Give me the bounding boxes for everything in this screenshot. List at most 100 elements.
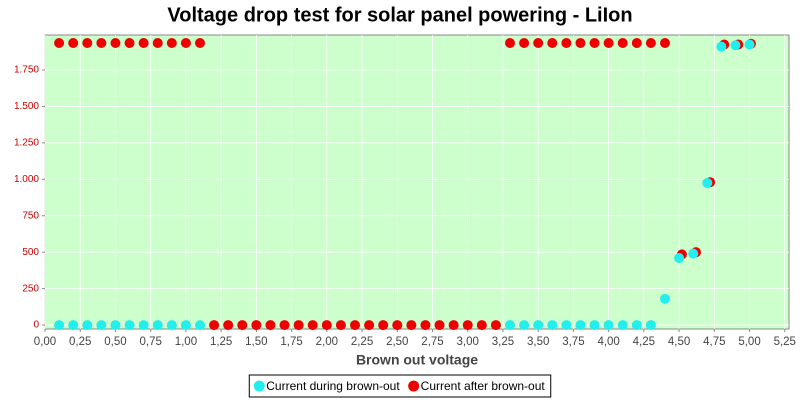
y-tick-label: 0 <box>33 320 39 331</box>
data-point <box>575 38 586 49</box>
legend-marker <box>408 380 420 392</box>
legend-label: Current during brown-out <box>266 379 400 393</box>
legend-item: Current during brown-out <box>253 379 400 393</box>
data-point <box>110 38 121 49</box>
data-point <box>448 320 459 331</box>
data-point <box>307 320 318 331</box>
x-tick-label: 4,00 <box>597 336 619 348</box>
data-point <box>54 38 65 49</box>
x-tick-label: 0,00 <box>34 336 56 348</box>
x-tick-label: 2,50 <box>386 336 408 348</box>
legend-label: Current after brown-out <box>421 379 546 393</box>
data-point <box>166 38 177 49</box>
data-point <box>321 320 332 331</box>
x-tick-label: 2,00 <box>316 336 338 348</box>
data-point <box>251 320 262 331</box>
data-point <box>688 248 699 259</box>
x-tick-label: 4,75 <box>703 336 725 348</box>
data-point <box>420 320 431 331</box>
data-point <box>138 38 149 49</box>
x-tick-label: 0,50 <box>104 336 126 348</box>
x-tick-label: 1,50 <box>245 336 267 348</box>
data-point <box>631 320 642 331</box>
data-point <box>195 320 205 331</box>
x-tick-label: 4,25 <box>633 336 655 348</box>
data-point <box>462 320 473 331</box>
y-tick-label: 1.500 <box>14 101 39 112</box>
y-tick-label: 250 <box>22 283 39 294</box>
x-tick-label: 1,25 <box>210 336 232 348</box>
x-tick-label: 3,50 <box>527 336 549 348</box>
data-point <box>152 38 163 49</box>
data-point <box>96 38 107 49</box>
x-tick-label: 3,00 <box>457 336 479 348</box>
data-point <box>237 320 248 331</box>
legend-marker <box>253 380 265 392</box>
data-point <box>674 253 685 264</box>
data-point <box>124 320 135 331</box>
data-point <box>561 38 572 49</box>
data-point <box>547 320 558 331</box>
x-tick-label: 0,75 <box>139 336 161 348</box>
data-point <box>209 320 220 331</box>
data-point <box>505 320 515 331</box>
data-point <box>730 40 741 51</box>
x-tick-label: 1,75 <box>280 336 302 348</box>
data-point <box>350 320 360 331</box>
data-point <box>519 38 530 49</box>
data-point <box>744 39 755 50</box>
data-point <box>519 320 530 331</box>
data-point <box>124 38 135 49</box>
x-tick-label: 5,00 <box>738 336 760 348</box>
legend-box <box>248 374 552 398</box>
data-point <box>68 320 79 331</box>
x-tick-label: 5,25 <box>774 336 796 348</box>
x-tick-label: 4,50 <box>668 336 690 348</box>
data-point <box>533 320 544 331</box>
data-point <box>293 320 304 331</box>
y-tick-label: 1.000 <box>14 174 39 185</box>
data-point <box>575 320 586 331</box>
data-point <box>152 320 163 331</box>
data-point <box>138 320 149 331</box>
data-point <box>68 38 79 49</box>
data-point <box>505 38 515 49</box>
data-point <box>631 38 642 49</box>
data-point <box>223 320 234 331</box>
data-point <box>96 320 107 331</box>
data-point <box>195 38 205 49</box>
data-point <box>490 320 501 331</box>
x-tick-label: 3,25 <box>492 336 514 348</box>
data-point <box>660 38 670 49</box>
data-point <box>547 38 558 49</box>
data-point <box>180 320 191 331</box>
x-tick-label: 2,75 <box>421 336 443 348</box>
data-point <box>406 320 417 331</box>
data-point <box>476 320 487 331</box>
data-point <box>180 38 191 49</box>
data-point <box>82 38 93 49</box>
data-point <box>279 320 290 331</box>
x-tick-label: 0,25 <box>69 336 91 348</box>
data-point <box>617 320 628 331</box>
y-tick-label: 1.750 <box>14 65 39 76</box>
data-point <box>617 38 628 49</box>
legend-item: Current after brown-out <box>408 379 545 393</box>
data-point <box>603 320 614 331</box>
data-point <box>378 320 389 331</box>
data-point <box>589 38 600 49</box>
y-tick-label: 1.250 <box>14 138 39 149</box>
data-point <box>335 320 346 331</box>
chart-title: Voltage drop test for solar panel poweri… <box>167 4 632 26</box>
data-point <box>434 320 445 331</box>
y-tick-label: 500 <box>22 247 39 258</box>
data-point <box>82 320 93 331</box>
data-point <box>645 38 656 49</box>
data-point <box>702 177 713 188</box>
data-point <box>645 320 656 331</box>
data-point <box>265 320 276 331</box>
x-tick-label: 2,25 <box>351 336 373 348</box>
data-point <box>716 41 727 52</box>
x-axis-label: Brown out voltage <box>356 352 478 368</box>
